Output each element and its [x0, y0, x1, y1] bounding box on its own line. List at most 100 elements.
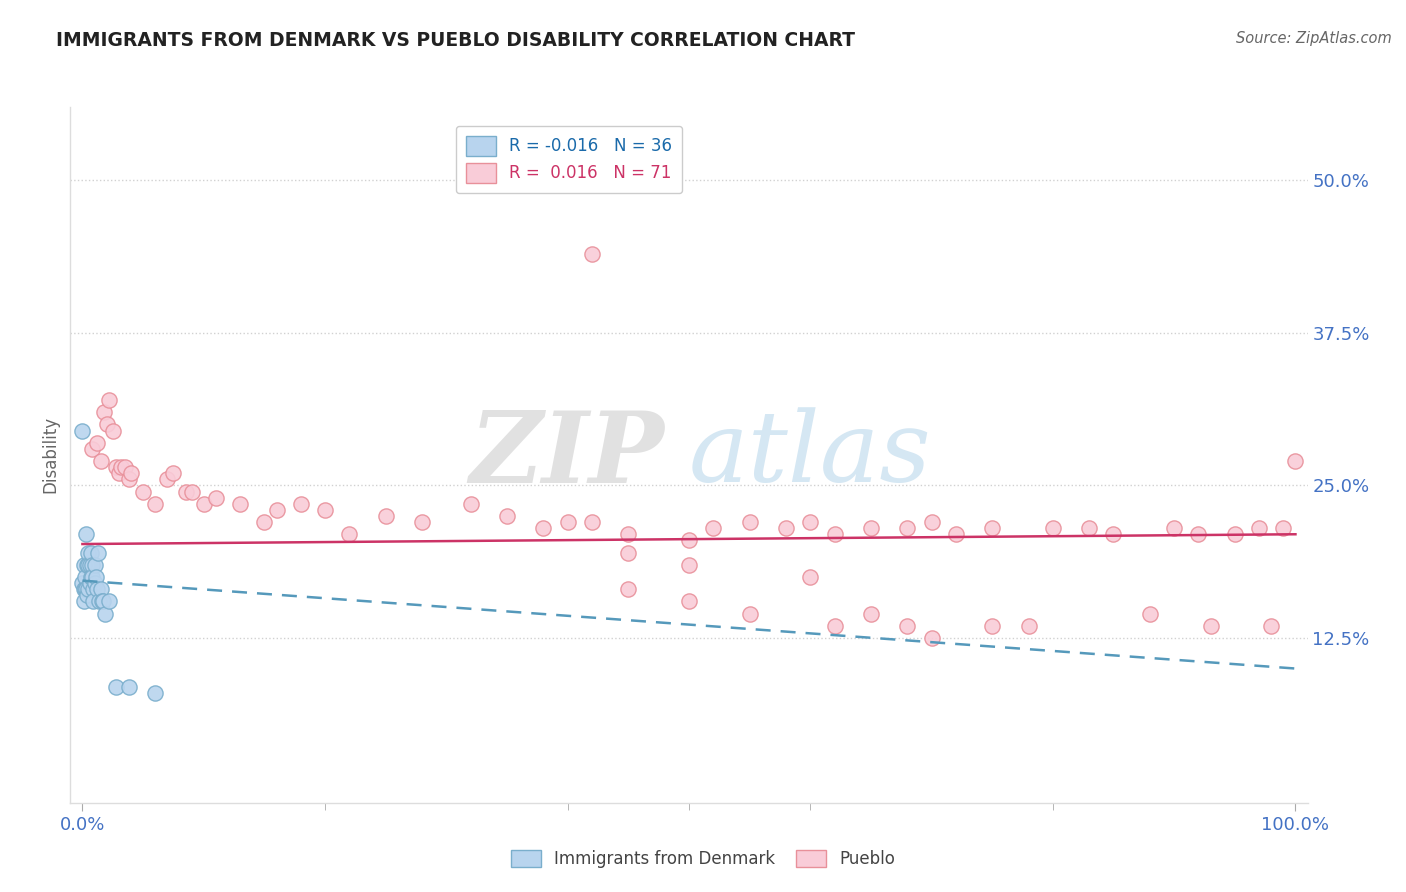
Point [73, 570, 96, 584]
Point [72, 558, 94, 572]
Point [581, 246, 603, 260]
Point [1260, 619, 1282, 633]
Text: atlas: atlas [689, 408, 932, 502]
Point [460, 497, 482, 511]
Point [617, 527, 640, 541]
Point [120, 467, 142, 481]
Point [557, 515, 579, 529]
Point [374, 508, 396, 523]
Point [266, 503, 288, 517]
Point [87, 545, 110, 559]
Point [981, 521, 1004, 535]
Point [581, 515, 603, 529]
Point [702, 521, 724, 535]
Point [90, 582, 112, 597]
Point [72, 594, 94, 608]
Point [143, 497, 166, 511]
Point [156, 472, 179, 486]
Point [89, 594, 111, 608]
Point [678, 594, 700, 608]
Point [98, 594, 121, 608]
Point [1102, 527, 1125, 541]
Point [82, 594, 104, 608]
Point [94, 607, 117, 621]
Point [72, 424, 94, 438]
Point [1018, 619, 1040, 633]
Point [1187, 527, 1209, 541]
Text: ZIP: ZIP [470, 407, 664, 503]
Point [86, 582, 108, 597]
Point [1199, 619, 1222, 633]
Point [738, 515, 761, 529]
Point [1163, 521, 1185, 535]
Point [180, 484, 202, 499]
Point [1284, 454, 1306, 468]
Point [174, 484, 197, 499]
Point [98, 392, 121, 407]
Point [105, 680, 128, 694]
Point [253, 515, 276, 529]
Point [82, 582, 104, 597]
Point [617, 582, 640, 597]
Legend: Immigrants from Denmark, Pueblo: Immigrants from Denmark, Pueblo [505, 843, 901, 875]
Point [678, 558, 700, 572]
Point [896, 619, 918, 633]
Point [337, 527, 360, 541]
Point [411, 515, 433, 529]
Point [193, 497, 215, 511]
Point [96, 417, 118, 432]
Point [83, 576, 105, 591]
Point [114, 460, 136, 475]
Point [229, 497, 252, 511]
Point [77, 545, 100, 559]
Point [1247, 521, 1270, 535]
Point [531, 521, 554, 535]
Text: IMMIGRANTS FROM DENMARK VS PUEBLO DISABILITY CORRELATION CHART: IMMIGRANTS FROM DENMARK VS PUEBLO DISABI… [56, 31, 855, 50]
Point [1042, 521, 1064, 535]
Point [101, 424, 124, 438]
Point [86, 435, 108, 450]
Point [162, 467, 184, 481]
Legend: R = -0.016   N = 36, R =  0.016   N = 71: R = -0.016 N = 36, R = 0.016 N = 71 [456, 126, 682, 194]
Point [73, 582, 96, 597]
Point [896, 521, 918, 535]
Point [76, 558, 98, 572]
Point [117, 680, 139, 694]
Point [205, 491, 228, 505]
Point [678, 533, 700, 548]
Point [82, 442, 104, 456]
Point [83, 558, 105, 572]
Point [108, 467, 131, 481]
Point [77, 558, 100, 572]
Point [738, 607, 761, 621]
Point [1223, 527, 1246, 541]
Point [824, 527, 846, 541]
Point [105, 460, 128, 475]
Point [79, 576, 101, 591]
Point [80, 570, 103, 584]
Point [117, 472, 139, 486]
Point [981, 619, 1004, 633]
Point [72, 576, 94, 591]
Point [824, 619, 846, 633]
Point [77, 582, 100, 597]
Point [84, 570, 107, 584]
Point [90, 454, 112, 468]
Point [921, 515, 943, 529]
Point [82, 558, 104, 572]
Point [1139, 607, 1161, 621]
Point [859, 521, 882, 535]
Point [496, 508, 519, 523]
Point [75, 527, 97, 541]
Point [110, 460, 132, 475]
Point [93, 405, 115, 419]
Point [75, 582, 97, 597]
Point [799, 515, 821, 529]
Point [314, 503, 336, 517]
Point [1272, 521, 1295, 535]
Point [80, 545, 103, 559]
Point [79, 558, 101, 572]
Point [290, 497, 312, 511]
Point [945, 527, 967, 541]
Text: Source: ZipAtlas.com: Source: ZipAtlas.com [1236, 31, 1392, 46]
